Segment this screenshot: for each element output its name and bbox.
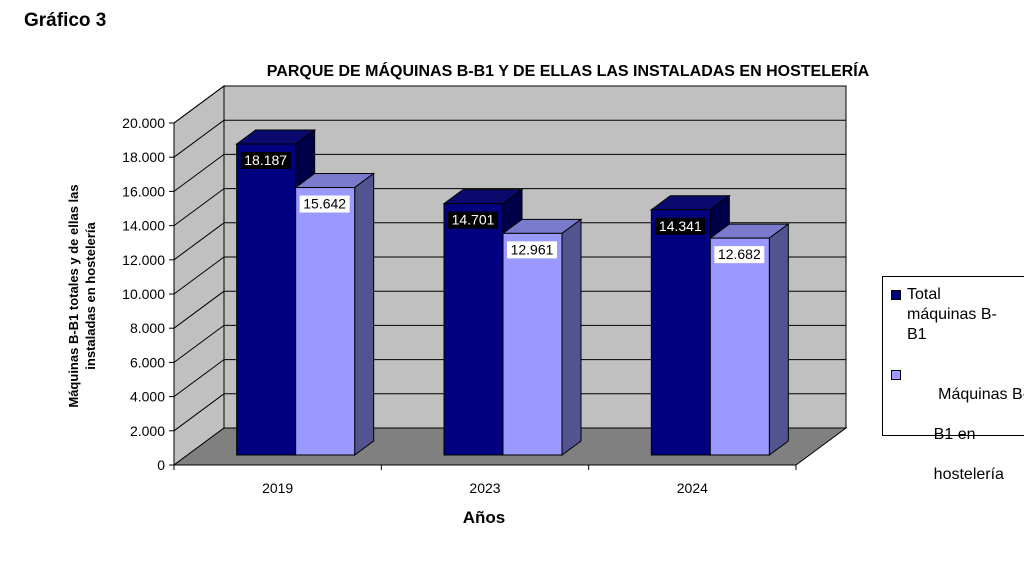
y-tick-label: 12.000 [122,252,165,268]
data-label-box [448,211,498,229]
legend-line: Total [907,286,941,303]
legend-item-total: Total máquinas B- B1 [891,285,1024,345]
data-label-box [507,241,557,259]
y-tick-label: 16.000 [122,183,165,199]
gridline-diagonal [173,324,225,363]
gridline-diagonal [173,85,225,124]
bar [502,232,563,456]
legend-line: máquinas B- [907,306,997,323]
data-label-box [299,195,350,213]
gridline-diagonal [173,393,225,432]
legend-swatch-total [891,290,901,300]
gridline-diagonal [173,188,225,227]
bar [295,187,356,456]
gridline-diagonal [173,290,225,329]
gridline-diagonal [173,119,225,158]
y-tick-label: 8.000 [130,320,165,336]
bar [709,237,770,456]
data-label: 18.187 [244,152,287,168]
y-axis-label-line: instaladas en hostelería [83,222,98,370]
legend-label-total: Total máquinas B- B1 [891,285,1024,345]
data-label: 14.341 [659,218,702,234]
x-axis-label: Años [463,508,506,527]
data-label-box [655,217,706,235]
figure-label: Gráfico 3 [24,10,107,31]
legend: Total máquinas B- B1 Máquinas B- B1 en h… [882,276,1024,483]
bar-side [354,172,375,456]
bar [443,203,504,456]
y-tick-label: 4.000 [130,389,165,405]
gridline-diagonal [173,153,225,192]
legend-item-hosteleria: Máquinas B- B1 en hostelería [891,365,1024,505]
legend-line: hostelería [933,466,1004,483]
y-tick-label: 18.000 [122,149,165,165]
x-tick-label: 2023 [469,480,500,496]
data-label: 14.701 [452,212,495,228]
legend-label-hosteleria: Máquinas B- B1 en hostelería [891,365,1024,505]
bar [650,209,711,456]
x-tick-label: 2024 [677,480,708,496]
y-tick-label: 14.000 [122,218,165,234]
legend-line: B1 en [933,426,976,443]
y-tick-label: 20.000 [122,115,165,131]
legend-swatch-hosteleria [891,370,901,380]
chart-title: PARQUE DE MÁQUINAS B-B1 Y DE ELLAS LAS I… [267,61,870,80]
y-axis-label: Máquinas B-B1 totales y de ellas las inst… [66,184,98,407]
y-tick-label: 0 [157,457,165,473]
data-label: 12.682 [718,246,761,262]
data-label: 12.961 [511,241,554,257]
data-label-box [714,246,765,264]
legend-line: B1 [907,326,927,343]
y-tick-label: 2.000 [130,423,165,439]
bar-side [768,223,789,456]
gridline-diagonal [173,256,225,295]
data-label-box [240,152,291,170]
y-axis-label-line: Máquinas B-B1 totales y de ellas las [66,184,81,407]
data-label: 15.642 [303,196,346,212]
gridline-diagonal [173,359,225,398]
legend-line: Máquinas B- [933,386,1024,403]
bar-side [561,218,582,456]
y-tick-label: 6.000 [130,354,165,370]
y-tick-label: 10.000 [122,286,165,302]
bar [236,143,297,456]
gridline-diagonal [173,222,225,261]
x-tick-label: 2019 [262,480,293,496]
